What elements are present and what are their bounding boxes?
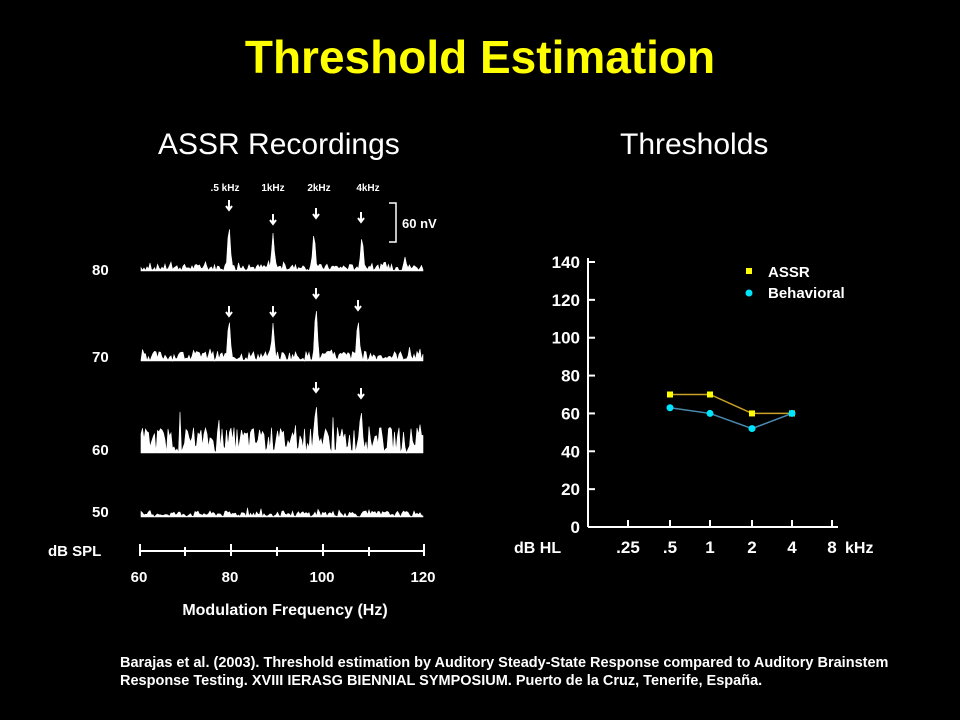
- assr-tick-label-120: 120: [410, 569, 435, 586]
- peak-arrow: [225, 200, 233, 212]
- peak-arrow: [312, 288, 320, 300]
- series-line-assr: [670, 393, 792, 415]
- y-tick-label-20: 20: [561, 480, 580, 499]
- thresholds-legend: ASSR Behavioral: [745, 264, 845, 302]
- x-tick-label-8: 8: [827, 538, 836, 557]
- y-tick-label-100: 100: [552, 329, 580, 348]
- assr-trace-3: [140, 507, 424, 518]
- behavioral-point-3: [788, 409, 796, 417]
- assr-tick-label-60: 60: [131, 569, 148, 586]
- freq-label-3: 4kHz: [356, 183, 379, 194]
- scale-bar: 60 nV: [389, 202, 437, 243]
- x-tick-label-2: 2: [747, 538, 756, 557]
- behavioral-point-2: [748, 425, 756, 433]
- assr-panel-title: ASSR Recordings: [158, 128, 400, 161]
- thresholds-series: [666, 391, 796, 433]
- thresholds-x-unit-label: kHz: [845, 540, 873, 557]
- freq-label-0: .5 kHz: [211, 183, 240, 194]
- assr-point-2: [749, 410, 755, 417]
- freq-label-1: 1kHz: [261, 183, 284, 194]
- legend-label-behavioral: Behavioral: [768, 285, 845, 302]
- level-label-80: 80: [92, 262, 109, 279]
- scale-bar-bracket: [389, 202, 397, 243]
- y-tick-label-80: 80: [561, 367, 580, 386]
- y-tick-label-0: 0: [571, 518, 580, 537]
- peak-arrow: [269, 214, 277, 226]
- level-label-70: 70: [92, 349, 109, 366]
- legend-swatch-assr: [746, 268, 752, 274]
- assr-traces: [140, 200, 424, 518]
- assr-trace-0: [140, 229, 424, 272]
- x-tick-label-.5: .5: [663, 538, 677, 557]
- x-tick-label-.25: .25: [616, 538, 640, 557]
- level-unit-label: dB SPL: [48, 543, 101, 560]
- assr-tick-label-80: 80: [222, 569, 239, 586]
- y-tick-label-140: 140: [552, 253, 580, 272]
- freq-label-2: 2kHz: [307, 183, 330, 194]
- peak-arrow: [354, 300, 362, 312]
- slide-title: Threshold Estimation: [244, 31, 716, 83]
- assr-point-1: [707, 391, 713, 398]
- assr-x-axis-label: Modulation Frequency (Hz): [182, 602, 387, 619]
- assr-x-axis: 60 80 100 120 Modulation Frequency (Hz): [131, 544, 436, 619]
- peak-arrow: [269, 306, 277, 318]
- behavioral-point-0: [666, 404, 674, 412]
- assr-point-0: [667, 391, 673, 398]
- thresholds-chart-bg: [503, 240, 903, 568]
- y-tick-label-60: 60: [561, 404, 580, 423]
- scale-bar-label: 60 nV: [402, 216, 437, 231]
- behavioral-point-1: [706, 409, 714, 417]
- legend-swatch-behavioral: [745, 289, 753, 297]
- peak-arrow: [312, 208, 320, 220]
- y-tick-label-120: 120: [552, 291, 580, 310]
- x-tick-label-4: 4: [787, 538, 797, 557]
- citation-text: Barajas et al. (2003). Threshold estimat…: [120, 655, 889, 689]
- y-tick-label-40: 40: [561, 442, 580, 461]
- assr-trace-2: [140, 407, 424, 454]
- level-label-60: 60: [92, 442, 109, 459]
- level-labels: 80 70 60 50 dB SPL: [48, 262, 109, 560]
- peak-arrow: [357, 388, 365, 400]
- series-line-behavioral: [669, 407, 793, 430]
- peak-arrow: [357, 212, 365, 224]
- legend-label-assr: ASSR: [768, 264, 810, 281]
- thresholds-axes: 0 20 40 60 80 100 120 140 .25 .5 1 2 4 8: [552, 253, 838, 557]
- peak-arrow: [312, 382, 320, 394]
- thresholds-y-axis-label: dB HL: [514, 540, 561, 557]
- assr-trace-1: [140, 310, 424, 363]
- freq-labels: .5 kHz 1kHz 2kHz 4kHz: [211, 183, 380, 194]
- x-tick-label-1: 1: [705, 538, 714, 557]
- level-label-50: 50: [92, 504, 109, 521]
- thresholds-panel-title: Thresholds: [620, 128, 769, 161]
- peak-arrow: [225, 306, 233, 318]
- assr-tick-label-100: 100: [309, 569, 334, 586]
